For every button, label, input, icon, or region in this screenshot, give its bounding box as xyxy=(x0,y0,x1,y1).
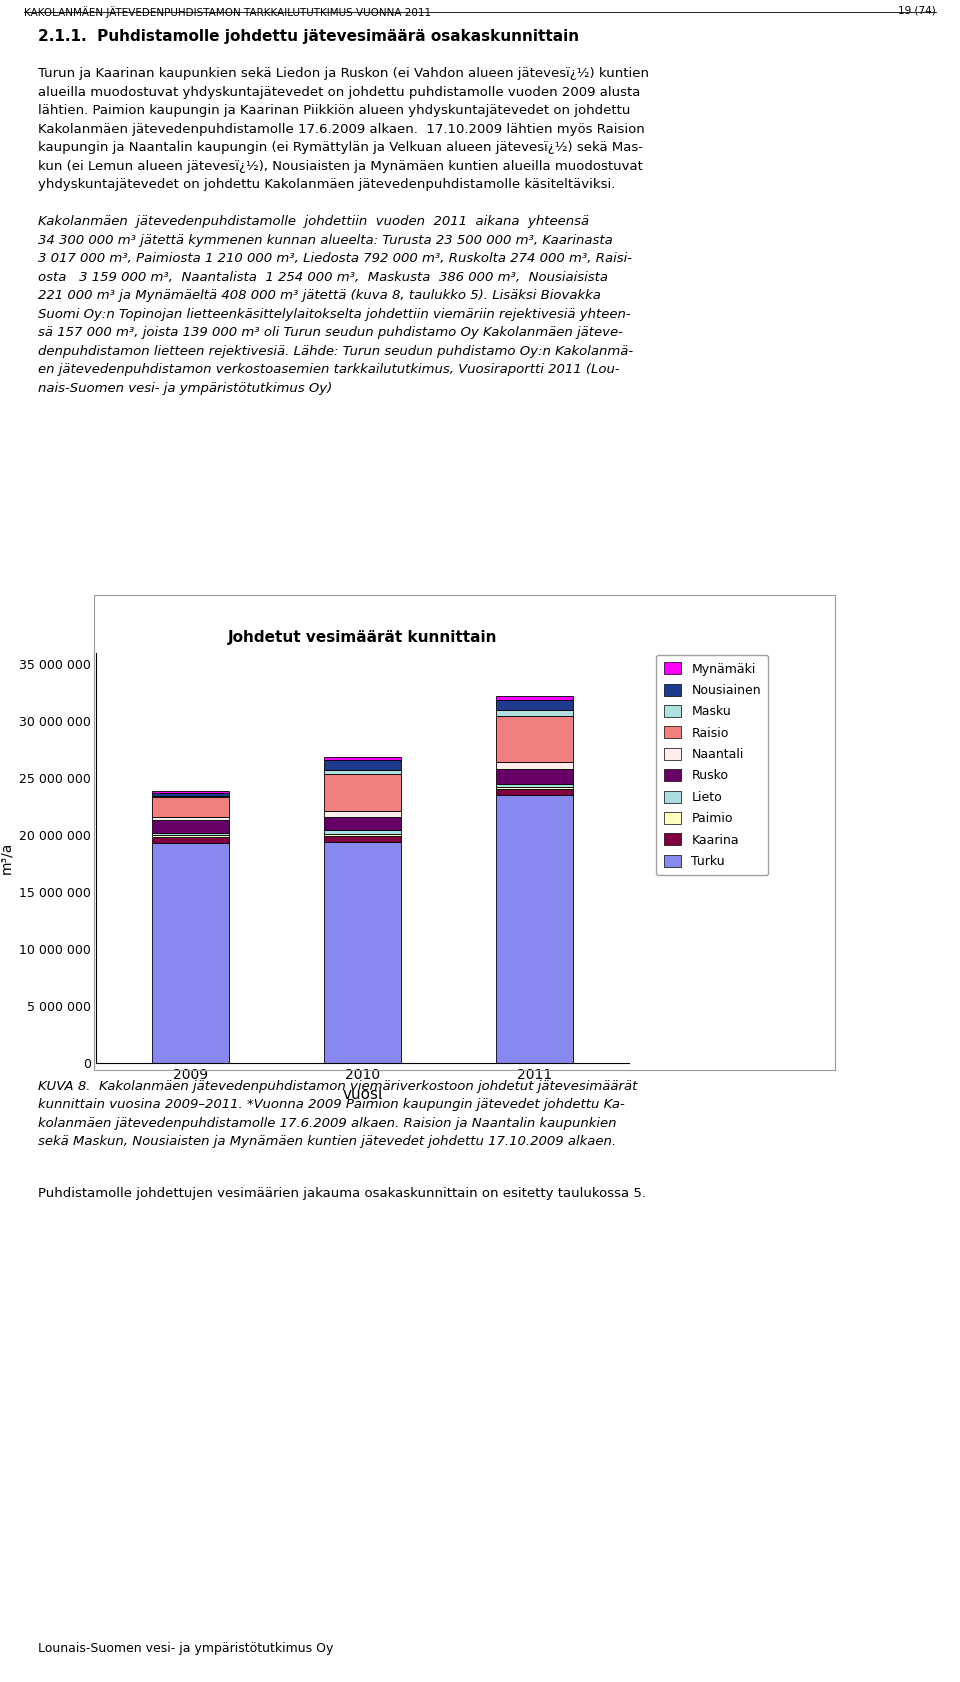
Bar xyxy=(495,762,573,769)
Bar xyxy=(324,834,401,836)
Bar xyxy=(152,834,229,838)
Bar xyxy=(495,769,573,784)
Bar xyxy=(495,789,573,796)
Bar xyxy=(495,784,573,787)
Legend: Mynämäki, Nousiainen, Masku, Raisio, Naantali, Rusko, Lieto, Paimio, Kaarina, Tu: Mynämäki, Nousiainen, Masku, Raisio, Naa… xyxy=(657,654,769,875)
Title: Johdetut vesimäärät kunnittain: Johdetut vesimäärät kunnittain xyxy=(228,629,497,644)
Bar xyxy=(152,838,229,843)
Bar xyxy=(152,794,229,796)
Text: Turun ja Kaarinan kaupunkien sekä Liedon ja Ruskon (ei Vahdon alueen jätevesï¿½): Turun ja Kaarinan kaupunkien sekä Liedon… xyxy=(38,67,649,192)
Bar xyxy=(152,821,229,833)
Bar xyxy=(324,760,401,770)
Bar xyxy=(152,791,229,794)
Bar xyxy=(152,817,229,821)
Bar xyxy=(324,836,401,843)
X-axis label: vuosi: vuosi xyxy=(343,1088,382,1102)
Text: Kakolanmäen  jätevedenpuhdistamolle  johdettiin  vuoden  2011  aikana  yhteensä
: Kakolanmäen jätevedenpuhdistamolle johde… xyxy=(38,215,634,395)
Bar xyxy=(152,797,229,817)
Bar xyxy=(495,700,573,710)
Bar xyxy=(152,843,229,1063)
Bar xyxy=(495,796,573,1063)
Bar xyxy=(324,817,401,831)
Bar xyxy=(495,710,573,715)
Bar xyxy=(324,811,401,817)
Text: KUVA 8.  Kakolanmäen jätevedenpuhdistamon viemäriverkostoon johdetut jätevesimää: KUVA 8. Kakolanmäen jätevedenpuhdistamon… xyxy=(38,1080,637,1149)
Text: KAKOLANMÄEN JÄTEVEDENPUHDISTAMON TARKKAILUTUTKIMUS VUONNA 2011: KAKOLANMÄEN JÄTEVEDENPUHDISTAMON TARKKAI… xyxy=(24,7,431,19)
Bar xyxy=(324,843,401,1063)
Y-axis label: m³/a: m³/a xyxy=(0,841,13,875)
Bar xyxy=(495,696,573,700)
Text: 19 (74): 19 (74) xyxy=(899,7,936,15)
Bar xyxy=(152,833,229,834)
Bar xyxy=(495,787,573,789)
Bar xyxy=(324,757,401,760)
Text: Puhdistamolle johdettujen vesimäärien jakauma osakaskunnittain on esitetty taulu: Puhdistamolle johdettujen vesimäärien ja… xyxy=(38,1187,646,1201)
Text: Lounais-Suomen vesi- ja ympäristötutkimus Oy: Lounais-Suomen vesi- ja ympäristötutkimu… xyxy=(38,1642,334,1655)
Bar xyxy=(495,715,573,762)
Text: 2.1.1.  Puhdistamolle johdettu jätevesimäärä osakaskunnittain: 2.1.1. Puhdistamolle johdettu jätevesimä… xyxy=(38,29,580,44)
Bar xyxy=(324,770,401,774)
Bar xyxy=(324,831,401,834)
Bar xyxy=(324,774,401,811)
